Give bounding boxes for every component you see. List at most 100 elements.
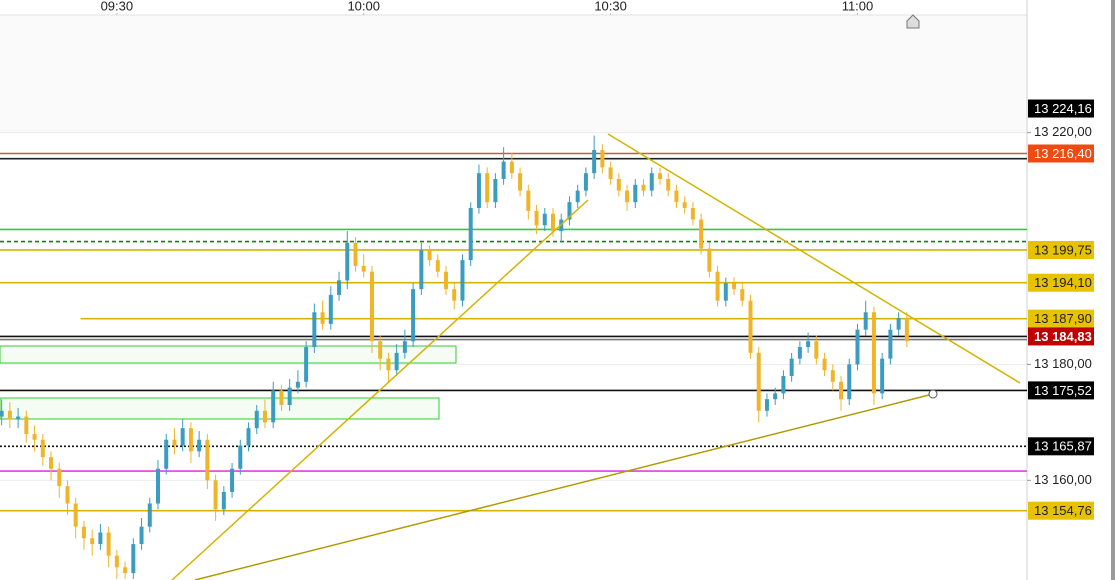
candle-body — [230, 468, 235, 492]
axes-layer: 09:30 10:00 10:30 11:00 13 220,00 13 180,00 13… — [101, 0, 1094, 520]
candle-body — [641, 184, 646, 191]
price-label-box — [1028, 273, 1094, 292]
y-tick-label: 13 220,00 — [1034, 124, 1092, 139]
candle-body — [518, 173, 523, 191]
candle-body — [328, 294, 333, 324]
x-tick-label: 10:30 — [594, 0, 627, 13]
levels-layer — [0, 152, 1027, 512]
candle-body — [773, 393, 778, 400]
candle-body — [353, 242, 358, 266]
candle-body — [114, 555, 119, 568]
price-label-box — [1028, 381, 1094, 400]
candle-body — [871, 312, 876, 394]
candle-body — [789, 358, 794, 377]
candle-body — [740, 289, 745, 301]
trendline-handle[interactable] — [928, 389, 938, 399]
candle-body — [180, 428, 185, 446]
candle-body — [452, 289, 457, 301]
candle-body — [131, 544, 136, 574]
candle-body — [847, 364, 852, 400]
trendline — [607, 133, 1021, 384]
price-label-box — [1028, 501, 1094, 520]
price-label-box — [1028, 437, 1094, 456]
price-label-box — [1028, 144, 1094, 163]
candle-body — [40, 439, 45, 458]
candle-body — [542, 213, 547, 226]
price-label: 13 224,16 — [1034, 101, 1092, 116]
candle-body — [526, 190, 531, 211]
candle-body — [279, 390, 284, 405]
candle-body — [534, 210, 539, 226]
candle-body — [213, 480, 218, 510]
x-tick-label: 11:00 — [842, 0, 874, 13]
price-label-box — [1028, 309, 1094, 328]
y-tick-label: 13 180,00 — [1034, 356, 1092, 371]
zone-box — [0, 397, 440, 420]
candle-body — [57, 468, 62, 487]
candle-body — [7, 410, 12, 420]
candle-body — [32, 433, 37, 440]
candle-body — [468, 207, 473, 261]
candle-body — [822, 358, 827, 371]
candle-body — [806, 341, 811, 348]
candle-body — [262, 410, 267, 423]
candle-body — [304, 347, 309, 382]
candle-body — [427, 250, 432, 261]
candle-body — [238, 445, 243, 469]
candle-body — [90, 538, 95, 545]
candle-body — [394, 352, 399, 371]
candle-body — [682, 202, 687, 208]
candle-body — [699, 219, 704, 249]
candle-body — [435, 260, 440, 272]
candle-body — [855, 329, 860, 365]
candle-body — [690, 207, 695, 220]
candle-body — [205, 439, 210, 481]
y-tick-label: 13 160,00 — [1034, 472, 1092, 487]
candle-body — [24, 416, 29, 434]
candle-body — [732, 283, 737, 290]
candle-body — [896, 318, 901, 330]
candle-body — [625, 190, 630, 203]
candle-body — [411, 289, 416, 342]
candle-body — [139, 526, 144, 545]
alert-marker[interactable] — [906, 14, 920, 29]
trendline — [171, 199, 589, 580]
trendlines — [171, 14, 1021, 580]
candle-body — [147, 503, 152, 527]
price-label: 13 175,52 — [1034, 383, 1092, 398]
candle-body — [764, 399, 769, 411]
candle-body — [551, 213, 555, 232]
trendline — [194, 393, 934, 580]
price-label-box — [1028, 327, 1094, 346]
candle-body — [65, 486, 70, 504]
candle-body — [797, 347, 802, 359]
price-label: 13 154,76 — [1034, 503, 1092, 518]
zone-box — [0, 345, 457, 364]
candle-body — [345, 242, 350, 281]
candle-body — [814, 341, 819, 359]
candle-body — [707, 248, 712, 272]
candle-body — [378, 341, 383, 359]
candle-body — [476, 173, 481, 208]
candle-body — [419, 250, 424, 290]
candle-body — [320, 312, 325, 324]
candle-body — [863, 312, 868, 330]
candles-layer — [0, 135, 909, 579]
candle-body — [666, 178, 671, 191]
price-label: 13 187,90 — [1034, 311, 1092, 326]
candle-body — [246, 428, 251, 446]
candle-body — [592, 150, 597, 174]
candle-body — [98, 532, 103, 545]
price-label-box — [1028, 240, 1094, 259]
candle-body — [0, 410, 4, 417]
candle-body — [172, 439, 177, 446]
candle-body — [575, 190, 580, 203]
x-tick-label: 10:00 — [347, 0, 380, 13]
candle-body — [271, 390, 276, 423]
candle-body — [583, 173, 588, 191]
candle-body — [748, 300, 753, 353]
candle-body — [567, 202, 572, 220]
candle-body — [493, 178, 498, 203]
candle-body — [188, 428, 193, 452]
